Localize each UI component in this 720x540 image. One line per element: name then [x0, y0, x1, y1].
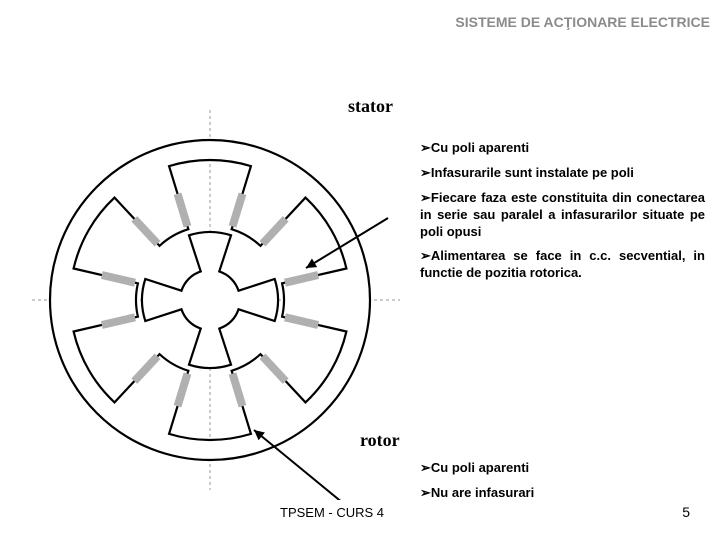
rotor-bullets: ➢Cu poli aparenti➢Nu are infasurari	[420, 460, 705, 510]
bullet-item: ➢Alimentarea se face in c.c. secvential,…	[420, 248, 705, 282]
bullet-item: ➢Fiecare faza este constituita din conec…	[420, 190, 705, 241]
bullet-text: Alimentarea se face in c.c. secvential, …	[420, 248, 705, 280]
bullet-item: ➢Nu are infasurari	[420, 485, 705, 502]
bullet-text: Cu poli aparenti	[431, 460, 529, 475]
bullet-marker: ➢	[420, 190, 431, 205]
rotor-body	[142, 232, 278, 368]
bullet-text: Cu poli aparenti	[431, 140, 529, 155]
bullet-item: ➢Cu poli aparenti	[420, 140, 705, 157]
footer-left: TPSEM - CURS 4	[280, 505, 384, 520]
stator-bullets: ➢Cu poli aparenti➢Infasurarile sunt inst…	[420, 140, 705, 290]
footer-page-number: 5	[682, 504, 690, 520]
bullet-text: Infasurarile sunt instalate pe poli	[431, 165, 634, 180]
bullet-marker: ➢	[420, 248, 431, 263]
bullet-marker: ➢	[420, 485, 431, 500]
bullet-item: ➢Infasurarile sunt instalate pe poli	[420, 165, 705, 182]
bullet-text: Fiecare faza este constituita din conect…	[420, 190, 705, 239]
bullet-marker: ➢	[420, 140, 431, 155]
bullet-marker: ➢	[420, 460, 431, 475]
bullet-text: Nu are infasurari	[431, 485, 534, 500]
bullet-marker: ➢	[420, 165, 431, 180]
page-header: SISTEME DE ACŢIONARE ELECTRICE	[455, 14, 710, 30]
motor-diagram	[30, 100, 400, 500]
bullet-item: ➢Cu poli aparenti	[420, 460, 705, 477]
